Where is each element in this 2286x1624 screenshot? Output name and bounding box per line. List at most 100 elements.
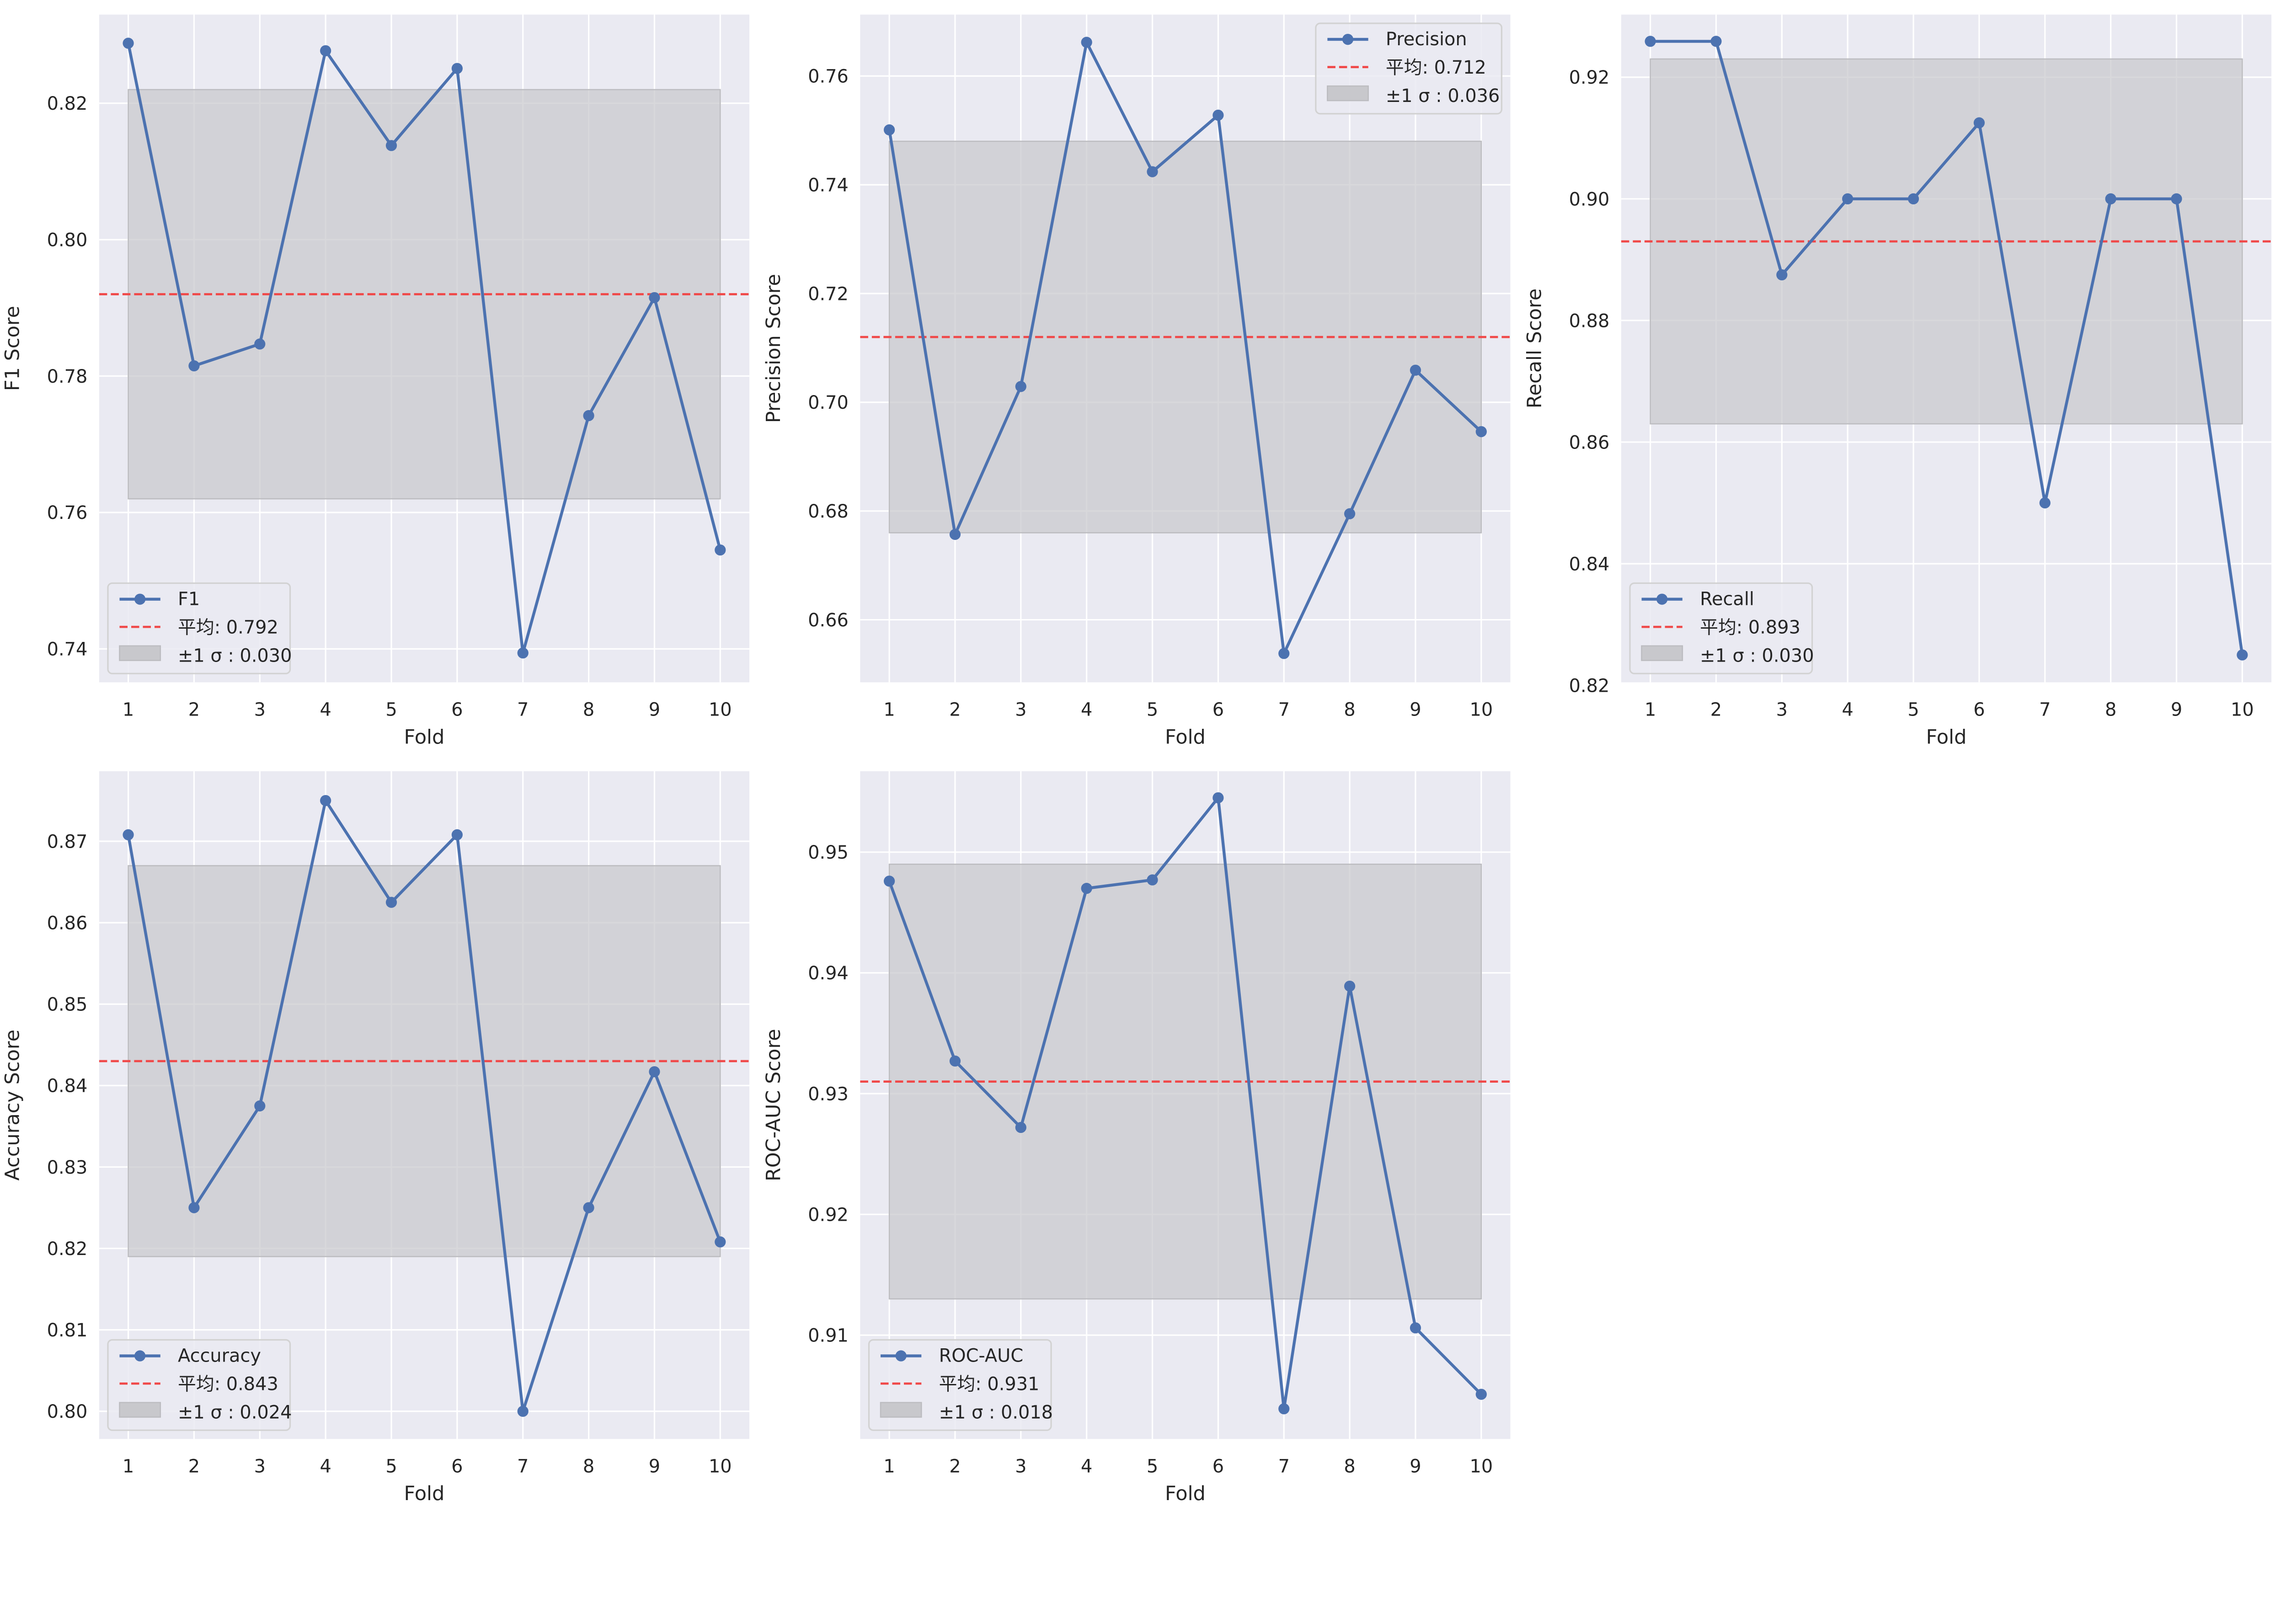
- x-tick-label: 9: [1410, 700, 1421, 721]
- y-tick-label: 0.82: [47, 93, 88, 114]
- y-tick-label: 0.95: [808, 842, 849, 863]
- std-band: [1650, 58, 2243, 425]
- data-point: [1973, 117, 1985, 128]
- legend: Recall 平均: 0.893 ±1 σ : 0.030: [1629, 582, 1814, 674]
- y-tick-label: 0.90: [1569, 189, 1610, 210]
- data-point: [2105, 193, 2116, 205]
- series-line: [887, 37, 1483, 659]
- y-tick-label: 0.86: [47, 913, 88, 934]
- x-axis-label: Fold: [404, 1482, 445, 1505]
- y-axis-label: Precision Score: [762, 274, 785, 423]
- data-point: [188, 360, 200, 372]
- x-tick-label: 2: [949, 700, 961, 721]
- data-point: [583, 410, 594, 422]
- y-tick-label: 0.82: [1569, 675, 1610, 696]
- x-tick-label: 5: [1147, 700, 1158, 721]
- legend-marker-swatch: [1656, 593, 1668, 605]
- y-tick-label: 0.83: [47, 1157, 88, 1178]
- x-tick-label: 3: [1776, 700, 1788, 721]
- data-point: [1147, 874, 1158, 886]
- x-tick-label: 1: [1645, 700, 1656, 721]
- y-tick-label: 0.84: [1569, 554, 1610, 575]
- x-tick-label: 3: [254, 700, 266, 721]
- data-point: [1410, 364, 1421, 376]
- data-point: [188, 1202, 200, 1213]
- data-point: [649, 1066, 660, 1078]
- subplot-roc-auc-score: 0.91 0.92 0.93 0.94 0.95 1 2 3 4 5 6 7 8 9 10 Fold ROC-A…: [762, 771, 1511, 1505]
- y-axis-label: F1 Score: [1, 306, 24, 391]
- y-tick-label: 0.82: [47, 1239, 88, 1260]
- legend-mean-label: 平均: 0.792: [178, 617, 278, 638]
- data-point: [1278, 1403, 1290, 1415]
- x-tick-label: 8: [1344, 1456, 1355, 1477]
- x-tick-label: 10: [2231, 700, 2254, 721]
- x-tick-label: 8: [1344, 700, 1355, 721]
- x-tick-label: 8: [583, 1456, 594, 1477]
- data-point: [1645, 36, 1656, 47]
- x-tick-label: 6: [451, 700, 463, 721]
- data-point: [1081, 882, 1092, 894]
- subplot-recall-score: 0.82 0.84 0.86 0.88 0.90 0.92 1 2 3 4 5 6 7 8 9 10 Fold R…: [1523, 14, 2272, 748]
- data-point: [1475, 426, 1487, 438]
- legend-std-label: ±1 σ : 0.024: [178, 1402, 292, 1423]
- legend: ROC-AUC 平均: 0.931 ±1 σ : 0.018: [868, 1339, 1053, 1431]
- x-tick-label: 3: [1015, 1456, 1026, 1477]
- y-tick-label: 0.66: [808, 610, 849, 631]
- x-tick-label: 5: [1147, 1456, 1158, 1477]
- legend-series-label: Accuracy: [178, 1345, 261, 1366]
- data-point: [2237, 649, 2248, 661]
- y-tick-label: 0.86: [1569, 432, 1610, 453]
- x-tick-label: 10: [709, 1456, 732, 1477]
- subplot-precision-score: 0.66 0.68 0.70 0.72 0.74 0.76 1 2 3 4 5 6 7 8 9 10 Fold P…: [762, 14, 1511, 748]
- x-tick-label: 2: [188, 700, 200, 721]
- y-tick-label: 0.70: [808, 392, 849, 413]
- x-tick-label: 8: [583, 700, 594, 721]
- data-point: [2039, 497, 2051, 509]
- legend-marker-swatch: [134, 1350, 146, 1362]
- x-tick-label: 8: [2105, 700, 2116, 721]
- legend-band-swatch: [119, 645, 161, 661]
- data-point: [385, 897, 397, 908]
- x-tick-label: 6: [1973, 700, 1985, 721]
- data-point: [649, 292, 660, 304]
- x-tick-label: 3: [254, 1456, 266, 1477]
- x-tick-label: 1: [883, 700, 895, 721]
- x-axis-label: Fold: [1926, 726, 1967, 748]
- x-axis-label: Fold: [1165, 1482, 1206, 1505]
- legend-band-swatch: [1327, 85, 1369, 102]
- data-point: [451, 829, 463, 840]
- x-tick-label: 7: [517, 1456, 529, 1477]
- x-axis-label: Fold: [404, 726, 445, 748]
- data-point: [715, 1236, 726, 1248]
- data-point: [949, 1055, 961, 1067]
- data-point: [1278, 648, 1290, 659]
- series-line: [1650, 40, 2244, 655]
- data-point: [1015, 381, 1026, 392]
- y-axis-label: ROC-AUC Score: [762, 1029, 785, 1181]
- std-band: [128, 865, 721, 1257]
- std-band: [888, 863, 1482, 1300]
- y-tick-label: 0.80: [47, 1401, 88, 1422]
- data-point: [883, 876, 895, 887]
- legend-series-label: F1: [178, 588, 200, 609]
- data-point: [1907, 193, 1919, 205]
- data-point: [254, 338, 266, 350]
- x-axis-label: Fold: [1165, 726, 1206, 748]
- y-tick-label: 0.94: [808, 963, 849, 984]
- data-point: [1344, 980, 1356, 992]
- data-point: [123, 37, 134, 49]
- y-tick-label: 0.93: [808, 1084, 849, 1105]
- data-point: [517, 1405, 529, 1417]
- x-tick-label: 9: [649, 1456, 660, 1477]
- legend-mean-label: 平均: 0.843: [178, 1373, 278, 1394]
- x-tick-label: 2: [949, 1456, 961, 1477]
- legend-band-swatch: [1641, 645, 1683, 661]
- y-tick-label: 0.72: [808, 283, 849, 304]
- x-tick-label: 4: [320, 700, 331, 721]
- legend-series-label: Recall: [1700, 588, 1754, 609]
- data-point: [517, 647, 529, 659]
- x-tick-label: 7: [517, 700, 529, 721]
- legend: Precision 平均: 0.712 ±1 σ : 0.036: [1315, 22, 1503, 115]
- x-tick-label: 10: [709, 700, 732, 721]
- y-tick-label: 0.88: [1569, 310, 1610, 331]
